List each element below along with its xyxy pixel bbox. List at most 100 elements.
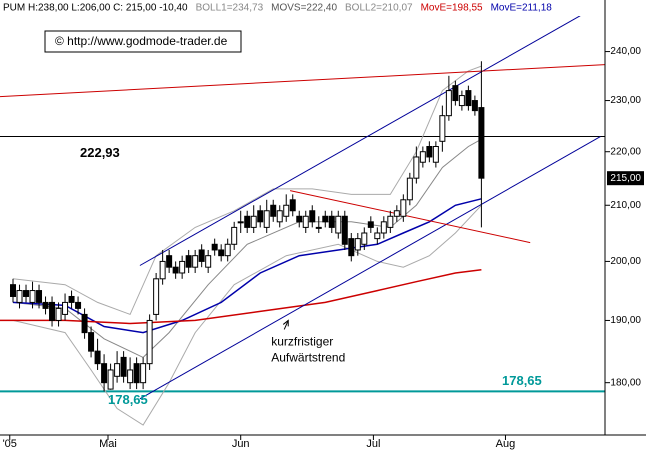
header: PUM H:238,00 L:206,00 C: 215,00 -10,40 BO… (0, 0, 604, 16)
x-tick-label: '05 (3, 438, 17, 450)
candle-body (478, 107, 485, 179)
candle-body (185, 255, 192, 268)
candle-body (88, 332, 95, 352)
annotation-arrow (283, 320, 289, 330)
candle-body (81, 313, 88, 334)
indicator-line (0, 269, 482, 325)
candle-body (133, 363, 140, 384)
trend-line (139, 15, 581, 266)
indicator-line (12, 204, 482, 426)
candle-body (348, 238, 355, 257)
plot-area (0, 15, 605, 426)
candle-body (374, 232, 381, 240)
candle-body (224, 243, 231, 257)
header-item: PUM H:238,00 L:206,00 C: 215,00 -10,40 (3, 3, 188, 14)
candle-body (322, 215, 329, 223)
candle-body (270, 204, 277, 217)
y-tick-label: 200,00 (610, 256, 641, 267)
candle-body (166, 255, 173, 268)
candle-body (406, 177, 413, 201)
header-bg (0, 0, 604, 16)
x-tick-label: Jul (366, 438, 380, 450)
header-item: MOVS=222,40 (271, 3, 337, 14)
candle-body (153, 278, 160, 315)
candle-body (231, 226, 238, 245)
candle-body (341, 215, 348, 245)
candle-body (276, 210, 283, 223)
y-tick-label: 240,00 (610, 46, 641, 57)
candle-body (94, 350, 101, 365)
header-item: BOLL2=210,07 (345, 3, 413, 14)
candle-body (10, 284, 17, 297)
candle-body (36, 290, 43, 303)
header-item: MovE=211,18 (491, 3, 553, 14)
candle-body (107, 369, 114, 390)
candle-body (328, 215, 335, 228)
copyright: © http://www.godmode-trader.de (55, 34, 228, 48)
copyright-box (44, 30, 242, 53)
candle-body (68, 295, 75, 303)
candle-body (120, 356, 127, 377)
level-label: 178,65 (502, 373, 542, 388)
candle-body (302, 215, 309, 228)
candle-body (445, 90, 452, 117)
candle-body (413, 156, 420, 179)
candle-body (387, 215, 394, 228)
candle-body (218, 249, 225, 257)
candle-body (198, 249, 205, 262)
trend-line (139, 136, 601, 400)
candle-body (393, 210, 400, 217)
candle-body (309, 210, 316, 223)
indicator-line (12, 138, 482, 358)
candle-body (296, 215, 303, 223)
candle-body (250, 215, 257, 228)
candle-body (283, 204, 290, 217)
x-tick-label: Mai (99, 438, 117, 450)
x-tick-label: Jun (232, 438, 250, 450)
y-tick-label: 220,00 (610, 146, 641, 157)
candle-body (426, 146, 433, 158)
price-tag (607, 171, 644, 186)
candle-body (146, 319, 153, 365)
candle-body (471, 100, 478, 112)
candle-body (42, 301, 49, 309)
candle-body (140, 363, 147, 384)
candle-body (257, 210, 264, 223)
candle-body (211, 243, 218, 251)
candle-body (361, 232, 368, 245)
candle-body (179, 260, 186, 274)
indicator-line (12, 198, 482, 334)
candle-body (432, 146, 439, 163)
candle-body (127, 369, 134, 384)
y-tick-label: 230,00 (610, 95, 641, 106)
annotation-arrowhead (282, 319, 289, 327)
y-tick-label: 190,00 (610, 315, 641, 326)
candle-body (192, 255, 199, 268)
x-tick-label: Aug (496, 438, 516, 450)
level-label: 178,65 (108, 392, 148, 407)
candle-body (172, 266, 179, 274)
candle-body (335, 215, 342, 234)
candle-body (367, 221, 374, 228)
header-item: BOLL1=234,73 (196, 3, 264, 14)
indicator-line (12, 65, 482, 316)
candle-body (400, 199, 407, 217)
level-label: 222,93 (80, 145, 120, 160)
trend-line (289, 190, 531, 244)
candle-body (244, 215, 251, 228)
candle-body (289, 199, 296, 212)
y-tick-label: 180,00 (610, 377, 641, 388)
candle-body (16, 290, 23, 303)
candle-body (101, 363, 108, 384)
candle-body (465, 90, 472, 107)
candle-body (380, 221, 387, 234)
candle-body (205, 255, 212, 268)
annotation: Aufwärtstrend (271, 351, 345, 365)
candle-body (55, 307, 62, 321)
price-tag-label: 215,00 (610, 173, 641, 184)
candle-body (458, 95, 465, 107)
candle-body (237, 221, 244, 224)
candle-body (419, 151, 426, 163)
trend-line (0, 64, 605, 98)
candle-body (439, 115, 446, 142)
